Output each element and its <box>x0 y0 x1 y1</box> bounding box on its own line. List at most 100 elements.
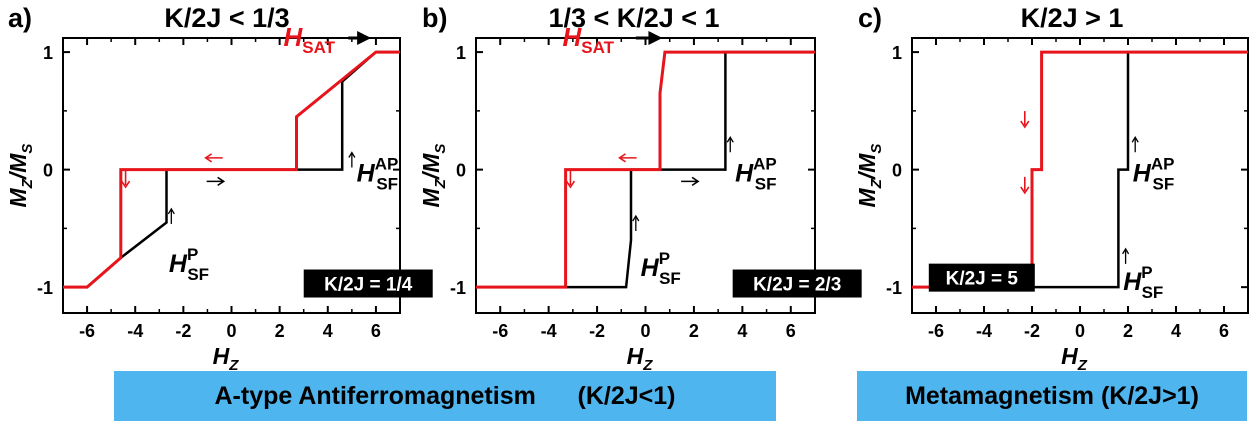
x-axis-label-sub: Z <box>642 357 653 374</box>
series-line-black <box>912 50 1248 289</box>
sweep-arrow-red-head <box>1020 120 1030 129</box>
series-line-red <box>912 50 1248 289</box>
y-axis-label-sub: Z <box>868 178 885 189</box>
x-tick-label: 4 <box>323 321 333 341</box>
h-sf-ap-main: H <box>1133 160 1152 188</box>
y-tick-label: -1 <box>37 278 53 298</box>
h-sf-ap-label: HAP SF <box>735 155 777 194</box>
inset-label-box <box>303 269 433 298</box>
x-tick-label: -4 <box>541 321 557 341</box>
h-sf-p-label: HP SF <box>1123 263 1163 302</box>
panel-title: K/2J < 1/3 <box>164 3 289 33</box>
y-axis-label: MZ/MS <box>5 144 36 208</box>
sweep-arrow-black-head <box>691 176 700 187</box>
inset-label: K/2J = 1/4 <box>324 275 413 296</box>
x-tick-label: 2 <box>1123 321 1133 341</box>
inset-label: K/2J = 2/3 <box>753 275 841 296</box>
y-tick-label: 0 <box>892 161 902 181</box>
x-axis-label: HZ <box>1061 343 1088 374</box>
h-sf-ap-arrow-head <box>726 135 734 143</box>
y-tick-label: 1 <box>43 43 53 63</box>
h-sf-ap-main: H <box>735 160 754 188</box>
inset-label-box <box>732 269 862 298</box>
panel-label: c) <box>858 3 882 33</box>
y-axis-label-den: /M <box>5 153 31 180</box>
x-tick-label: 0 <box>1075 321 1085 341</box>
h-sf-p-sup: P <box>659 249 670 268</box>
y-axis-label-den: /M <box>418 153 444 180</box>
x-axis-label: HZ <box>627 343 654 374</box>
sweep-arrow-black-head <box>217 176 226 187</box>
h-sf-ap-sub: SF <box>376 175 398 194</box>
sweep-arrow-red-head <box>1020 186 1030 195</box>
h-sat-label: HSAT <box>283 22 335 57</box>
x-tick-label: 4 <box>1171 321 1181 341</box>
h-sat-main: H <box>283 22 303 52</box>
y-tick-label: -1 <box>886 278 902 298</box>
x-tick-label: 6 <box>371 321 381 341</box>
y-axis-label-den: /M <box>854 153 880 180</box>
y-axis-label-main: M <box>5 187 31 207</box>
h-sf-p-label: HP SF <box>169 245 209 284</box>
panel-label: a) <box>8 3 32 33</box>
h-sat-label: HSAT <box>562 22 614 57</box>
x-axis-label-sub: Z <box>228 357 239 374</box>
panel-label: b) <box>422 3 447 33</box>
h-sf-ap-label: HAP SF <box>1133 155 1175 194</box>
x-tick-label: -6 <box>492 321 508 341</box>
x-tick-label: 4 <box>737 321 747 341</box>
h-sat-sub: SAT <box>581 38 614 57</box>
h-sf-p-sub: SF <box>187 265 209 284</box>
h-sf-ap-sup: AP <box>753 155 777 174</box>
y-tick-label: 1 <box>892 43 902 63</box>
y-tick-label: 0 <box>43 161 53 181</box>
y-axis-label-den-sub: S <box>432 144 449 154</box>
x-tick-label: -4 <box>976 321 992 341</box>
x-axis-label: HZ <box>213 343 240 374</box>
x-tick-label: -2 <box>589 321 605 341</box>
y-tick-label: 1 <box>456 43 466 63</box>
h-sf-ap-sup: AP <box>1151 155 1175 174</box>
y-axis-label-main: M <box>418 187 444 207</box>
sweep-arrow-red-head <box>565 180 576 189</box>
h-sf-p-sup: P <box>1141 263 1152 282</box>
x-tick-label: 6 <box>1219 321 1229 341</box>
sweep-arrow-red-head <box>120 180 131 189</box>
h-sf-ap-arrow-head <box>348 151 356 158</box>
x-axis-label-main: H <box>1061 343 1078 369</box>
x-tick-label: 6 <box>786 321 796 341</box>
y-tick-label: 0 <box>456 161 466 181</box>
x-tick-label: -6 <box>928 321 944 341</box>
y-axis-label-main: M <box>854 187 880 207</box>
x-axis-label-main: H <box>627 343 644 369</box>
x-tick-label: 0 <box>640 321 650 341</box>
inset-label: K/2J = 5 <box>946 269 1019 290</box>
h-sf-p-main: H <box>169 250 188 278</box>
panel-title: 1/3 < K/2J < 1 <box>548 3 719 33</box>
h-sf-p-label: HP SF <box>641 249 681 288</box>
h-sf-ap-sub: SF <box>755 175 777 194</box>
metamagnetism-banner: Metamagnetism (K/2J>1) <box>857 371 1247 421</box>
h-sf-ap-sub: SF <box>1152 175 1174 194</box>
x-tick-label: -4 <box>127 321 143 341</box>
panel-b: b) 1/3 < K/2J < 1-6 -4 -2 0 2 4 6-101HZMZ/MSHSA… <box>418 3 862 374</box>
y-axis-label-sub: Z <box>432 178 449 189</box>
h-sf-p-main: H <box>641 254 660 282</box>
x-tick-label: -2 <box>175 321 191 341</box>
h-sf-ap-label: HAP SF <box>357 155 399 194</box>
y-axis-label-den-sub: S <box>868 144 885 154</box>
h-sf-p-arrow-head <box>1122 247 1130 255</box>
y-tick-label: -1 <box>450 278 466 298</box>
afm-banner: A-type Antiferromagnetism (K/2J<1) <box>114 371 776 421</box>
panel-title: K/2J > 1 <box>1021 3 1124 33</box>
y-axis-label: MZ/MS <box>854 144 885 208</box>
h-sf-ap-main: H <box>357 160 376 188</box>
h-sf-p-sub: SF <box>659 269 681 288</box>
h-sf-p-sup: P <box>187 245 198 264</box>
h-sf-p-arrow-head <box>632 214 640 222</box>
sweep-arrow-red-head <box>618 153 626 163</box>
series-line-red <box>63 50 400 289</box>
h-sat-arrow-head <box>357 31 372 45</box>
